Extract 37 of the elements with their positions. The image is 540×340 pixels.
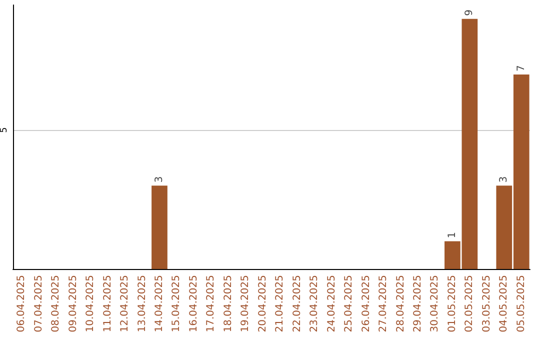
x-tick-label: 26.04.2025 [360,275,372,332]
x-tick-label: 30.04.2025 [430,275,441,332]
y-tick-label: 5 [0,127,10,133]
x-tick-label: 13.04.2025 [136,275,148,332]
x-tick-label: 24.04.2025 [326,275,338,332]
x-tick-label: 03.05.2025 [481,275,492,332]
x-tick-label: 18.04.2025 [222,275,234,332]
x-tick-label: 23.04.2025 [309,275,320,332]
x-tick-label: 20.04.2025 [257,275,268,332]
data-label: 7 [516,65,527,72]
x-tick-label: 11.04.2025 [102,275,114,332]
x-tick-label: 01.05.2025 [446,275,458,332]
x-tick-label: 15.04.2025 [171,275,182,332]
x-tick-label: 17.04.2025 [206,275,217,332]
x-tick-label: 07.04.2025 [33,275,44,332]
data-label: 3 [498,176,510,183]
data-label: 3 [154,176,165,183]
bar [152,186,168,269]
x-tick-label: 10.04.2025 [85,275,96,332]
data-label: 9 [464,10,476,16]
x-tick-label: 22.04.2025 [292,275,303,332]
x-tick-label: 16.04.2025 [188,275,200,332]
x-tick-label: 06.04.2025 [16,275,28,332]
data-label: 1 [446,232,458,238]
x-tick-label: 02.05.2025 [464,275,476,332]
x-tick-label: 09.04.2025 [68,275,79,332]
x-tick-label: 29.04.2025 [412,275,424,332]
x-tick-label: 14.04.2025 [154,275,165,332]
x-tick-label: 05.05.2025 [516,275,527,332]
x-tick-label: 25.04.2025 [344,275,355,332]
x-tick-label: 27.04.2025 [378,275,390,332]
x-tick-label: 04.05.2025 [498,275,510,332]
x-tick-label: 21.04.2025 [274,275,286,332]
x-tick-label: 08.04.2025 [50,275,62,332]
x-tick-label: 12.04.2025 [120,275,131,332]
x-tick-label: 19.04.2025 [240,275,252,332]
x-tick-label: 28.04.2025 [395,275,406,332]
